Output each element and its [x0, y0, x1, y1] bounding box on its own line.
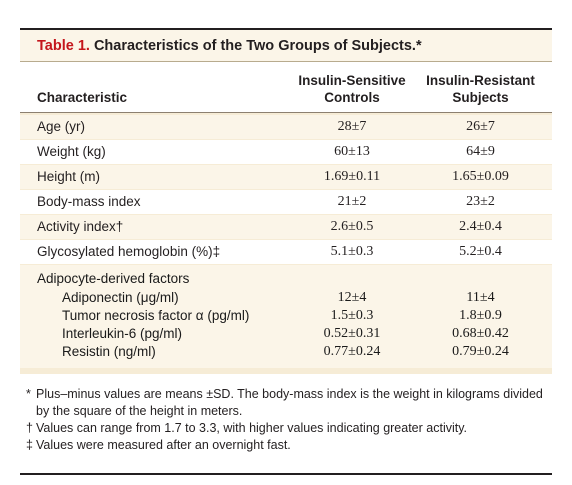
- table-row: Activity index† 2.6±0.5 2.4±0.4: [20, 215, 552, 239]
- row-label: Tumor necrosis factor α (pg/ml): [62, 308, 250, 323]
- row-label: Body-mass index: [37, 194, 141, 209]
- row-value-sensitive: 1.5±0.3: [330, 308, 374, 323]
- row-value-sensitive: 28±7: [337, 119, 367, 134]
- bottom-rule: [20, 473, 552, 475]
- footnote-mark: *: [26, 387, 31, 401]
- adipocyte-group: Adipocyte-derived factors Adiponectin (μ…: [20, 265, 552, 368]
- table-row: Weight (kg) 60±13 64±9: [20, 140, 552, 164]
- row-value-resistant: 26±7: [466, 119, 495, 134]
- header-insulin-sensitive: Insulin-Sensitive Controls: [282, 72, 422, 106]
- top-rule: [20, 28, 552, 30]
- footnote: † Values can range from 1.7 to 3.3, with…: [26, 420, 550, 437]
- footnote: * Plus–minus values are means ±SD. The b…: [26, 386, 550, 420]
- row-value-sensitive: 2.6±0.5: [330, 219, 374, 234]
- row-value-sensitive: 21±2: [337, 194, 367, 209]
- row-label: Interleukin-6 (pg/ml): [62, 326, 183, 341]
- title-divider: [20, 61, 552, 62]
- footnote: ‡ Values were measured after an overnigh…: [26, 437, 550, 454]
- table-figure: Table 1. Characteristics of the Two Grou…: [20, 28, 552, 476]
- row-value-resistant: 1.8±0.9: [459, 308, 502, 323]
- header-col1-line1: Insulin-Sensitive: [298, 73, 406, 88]
- footnotes: * Plus–minus values are means ±SD. The b…: [26, 386, 550, 454]
- footnote-text: Plus–minus values are means ±SD. The bod…: [36, 387, 543, 418]
- footnote-mark: †: [26, 421, 33, 435]
- table-header: Characteristic Insulin-Sensitive Control…: [20, 62, 552, 112]
- row-value-sensitive: 5.1±0.3: [330, 244, 374, 259]
- header-divider: [20, 112, 552, 113]
- table-row: Interleukin-6 (pg/ml) 0.52±0.31 0.68±0.4…: [20, 326, 552, 344]
- row-value-resistant: 2.4±0.4: [459, 219, 502, 234]
- table-row: Body-mass index 21±2 23±2: [20, 190, 552, 214]
- header-col2-line2: Subjects: [452, 90, 509, 105]
- row-value-resistant: 0.79±0.24: [452, 344, 509, 359]
- row-value-sensitive: 0.52±0.31: [323, 326, 381, 341]
- row-label: Resistin (ng/ml): [62, 344, 156, 359]
- row-label: Glycosylated hemoglobin (%)‡: [37, 244, 221, 259]
- table-row: Resistin (ng/ml) 0.77±0.24 0.79±0.24: [20, 344, 552, 362]
- row-value-resistant: 23±2: [466, 194, 495, 209]
- row-value-sensitive: 12±4: [337, 290, 367, 305]
- footnote-mark: ‡: [26, 438, 33, 452]
- header-insulin-resistant: Insulin-Resistant Subjects: [413, 72, 548, 106]
- footnote-text: Values were measured after an overnight …: [36, 438, 291, 452]
- table-number: Table 1.: [37, 38, 90, 54]
- row-label: Weight (kg): [37, 144, 106, 159]
- row-value-sensitive: 1.69±0.11: [323, 169, 381, 184]
- table-row: Tumor necrosis factor α (pg/ml) 1.5±0.3 …: [20, 308, 552, 326]
- row-value-resistant: 0.68±0.42: [452, 326, 509, 341]
- row-value-resistant: 64±9: [466, 144, 495, 159]
- row-label: Age (yr): [37, 119, 86, 134]
- row-value-sensitive: 60±13: [334, 144, 370, 159]
- row-value-sensitive: 0.77±0.24: [323, 344, 381, 359]
- header-col1-line2: Controls: [324, 90, 380, 105]
- row-label: Activity index†: [37, 219, 124, 234]
- row-value-resistant: 1.65±0.09: [452, 169, 509, 184]
- table-title-text: Characteristics of the Two Groups of Sub…: [93, 38, 422, 54]
- table-row: Height (m) 1.69±0.11 1.65±0.09: [20, 165, 552, 189]
- row-value-resistant: 5.2±0.4: [459, 244, 502, 259]
- row-label: Height (m): [37, 169, 101, 184]
- row-label: Adiponectin (μg/ml): [62, 290, 179, 305]
- group-label: Adipocyte-derived factors: [37, 271, 190, 286]
- footnote-text: Values can range from 1.7 to 3.3, with h…: [36, 421, 468, 435]
- table-row: Glycosylated hemoglobin (%)‡ 5.1±0.3 5.2…: [20, 240, 552, 264]
- header-characteristic: Characteristic: [37, 90, 128, 105]
- table-row: Age (yr) 28±7 26±7: [20, 115, 552, 139]
- header-col2-line1: Insulin-Resistant: [426, 73, 535, 88]
- table-title: Table 1. Characteristics of the Two Grou…: [20, 30, 552, 61]
- table-row: Adiponectin (μg/ml) 12±4 11±4: [20, 290, 552, 308]
- row-value-resistant: 11±4: [466, 290, 495, 305]
